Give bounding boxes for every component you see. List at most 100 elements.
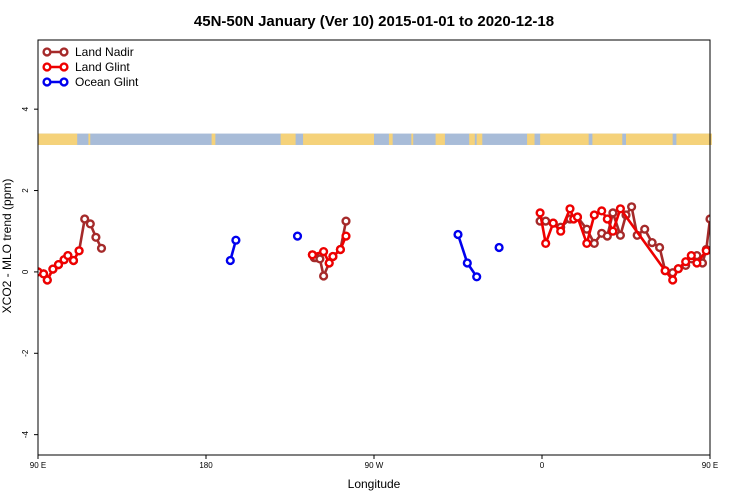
data-point	[597, 206, 607, 216]
strip-land-5	[388, 133, 393, 145]
strip-land-14	[676, 133, 712, 145]
data-point	[615, 204, 626, 214]
series-land-glint	[38, 204, 710, 285]
data-point	[589, 210, 599, 220]
x-tick-label: 90 W	[365, 461, 384, 470]
legend-swatch-marker	[42, 62, 52, 72]
strip-land-8	[469, 133, 475, 145]
y-tick-label: -2	[21, 349, 30, 357]
data-point	[565, 204, 575, 214]
strip-land-13	[626, 133, 673, 145]
data-point	[686, 251, 696, 261]
data-point	[74, 246, 84, 256]
data-point	[608, 226, 618, 236]
legend-swatch-marker	[59, 47, 69, 57]
data-point	[701, 246, 710, 256]
x-tick-label: 90 E	[702, 461, 718, 470]
data-point	[335, 244, 346, 255]
strip-land-10	[527, 133, 535, 145]
strip-land-7	[435, 133, 445, 145]
x-axis: 90 E 180 90 W 0 90 E	[30, 455, 718, 470]
strip-land-4	[303, 133, 374, 145]
data-point	[556, 226, 566, 236]
series-ocean-glint	[225, 229, 504, 282]
data-point	[63, 251, 73, 261]
x-tick-label: 90 E	[30, 461, 46, 470]
strip-land-0	[38, 133, 78, 145]
data-point	[472, 272, 482, 282]
legend-label: Land Nadir	[75, 45, 134, 59]
series-land-nadir	[38, 202, 732, 285]
data-point	[42, 275, 52, 285]
series-group	[38, 202, 732, 285]
y-axis-label: XCO2 - MLO trend (ppm)	[0, 179, 14, 314]
strip-land-12	[592, 133, 623, 145]
data-point	[53, 260, 64, 270]
strip-land-11	[540, 133, 589, 145]
data-point	[292, 231, 303, 241]
legend-label: Ocean Glint	[75, 75, 139, 89]
data-point	[608, 208, 618, 218]
y-tick-label: 2	[21, 188, 30, 193]
legend-swatch-marker	[42, 77, 52, 87]
data-point	[462, 258, 472, 268]
data-point	[315, 254, 325, 264]
strip-land-9	[476, 133, 483, 145]
data-point	[673, 264, 683, 274]
y-tick-label: 0	[21, 269, 30, 274]
data-point	[494, 242, 504, 253]
data-point	[91, 232, 101, 242]
data-point	[231, 235, 241, 245]
data-point	[225, 255, 235, 266]
data-point	[307, 250, 318, 260]
strip-land-3	[280, 133, 296, 145]
data-point	[541, 238, 551, 249]
data-point	[328, 251, 338, 262]
x-axis-label: Longitude	[348, 477, 401, 491]
data-point	[647, 238, 657, 248]
data-point	[602, 231, 612, 241]
y-tick-label: 4	[21, 106, 30, 111]
legend-label: Land Glint	[75, 60, 130, 74]
data-point	[535, 208, 545, 218]
data-point	[615, 230, 626, 240]
data-point	[319, 247, 329, 257]
data-point	[640, 224, 650, 234]
data-point	[324, 258, 334, 268]
data-point	[660, 266, 670, 276]
data-point	[589, 238, 599, 249]
strip-land-1	[88, 133, 91, 145]
data-point	[96, 243, 107, 253]
data-point	[68, 255, 79, 266]
legend-swatch-marker	[59, 62, 69, 72]
data-point	[548, 218, 558, 228]
data-point	[341, 216, 351, 226]
data-point	[48, 264, 58, 274]
legend-swatch-marker	[59, 77, 69, 87]
y-axis: -4 -2 0 2 4	[21, 106, 38, 438]
data-point	[681, 257, 691, 267]
data-point	[654, 242, 665, 253]
data-point	[668, 275, 678, 285]
data-point	[572, 212, 583, 222]
data-point	[80, 214, 90, 224]
data-point	[692, 258, 702, 268]
data-point	[85, 219, 95, 229]
data-point	[725, 245, 732, 252]
series-line	[456, 234, 478, 278]
data-point	[720, 234, 727, 241]
legend-swatch-marker	[42, 47, 52, 57]
data-point	[714, 221, 721, 228]
plot-frame	[37, 39, 711, 456]
data-point	[626, 202, 637, 212]
data-point	[341, 231, 351, 241]
data-point	[602, 214, 612, 224]
x-tick-label: 0	[540, 461, 545, 470]
data-point	[582, 238, 592, 249]
y-tick-label: -4	[21, 431, 30, 439]
chart-title: 45N-50N January (Ver 10) 2015-01-01 to 2…	[194, 13, 554, 30]
land-ocean-strip	[38, 133, 712, 145]
data-point	[319, 271, 329, 281]
